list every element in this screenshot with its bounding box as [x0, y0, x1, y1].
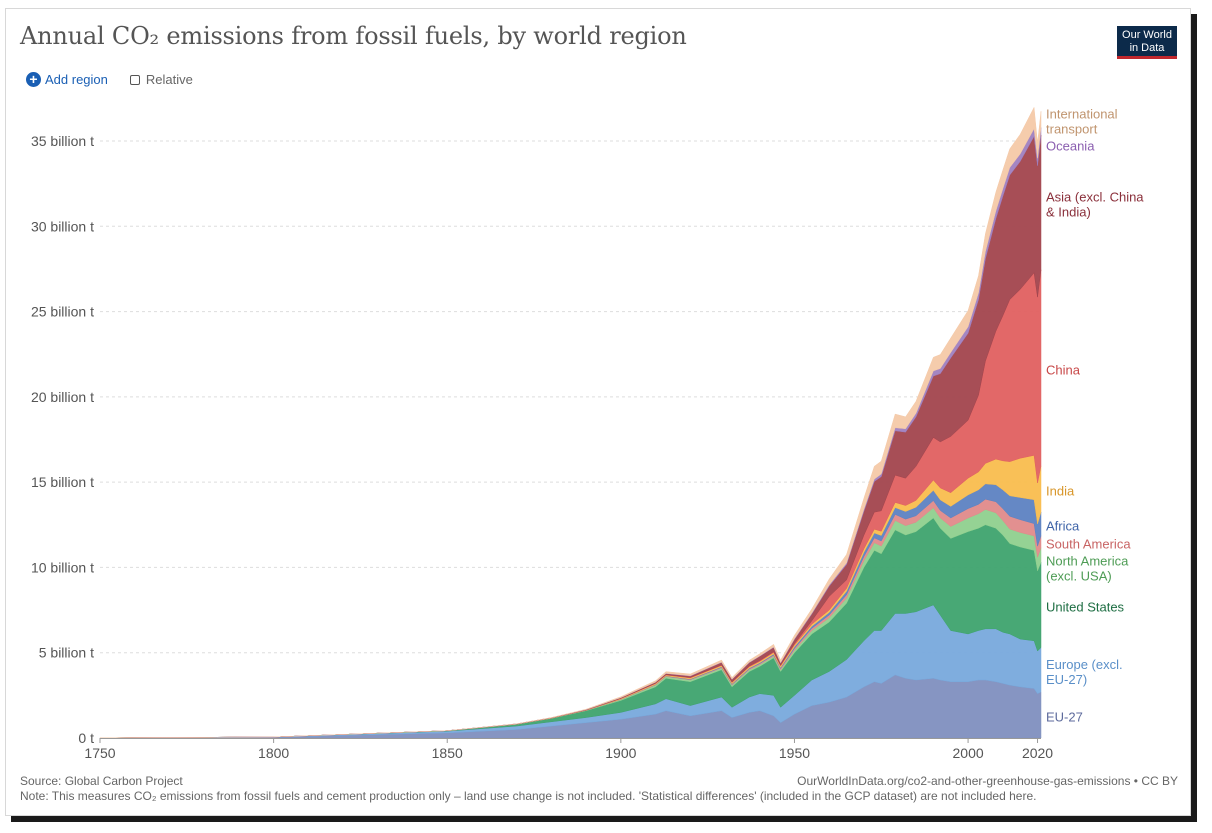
y-tick-label: 25 billion t — [31, 304, 94, 320]
add-region-button[interactable]: + Add region — [26, 72, 108, 87]
series-label: Africa — [1046, 518, 1080, 533]
y-tick-label: 35 billion t — [31, 133, 94, 149]
area-international-transport — [99, 106, 1042, 739]
area-eu-27 — [99, 674, 1042, 739]
series-label-line: Europe (excl. — [1046, 657, 1123, 672]
x-tick-label: 2000 — [953, 745, 984, 761]
series-label: Oceania — [1046, 138, 1095, 153]
x-tick-label: 1900 — [605, 745, 636, 761]
series-label-line: & India) — [1046, 204, 1091, 219]
footer-url[interactable]: OurWorldInData.org/co2-and-other-greenho… — [797, 774, 1178, 788]
add-region-label: Add region — [45, 72, 108, 87]
y-tick-label: 15 billion t — [31, 474, 94, 490]
footer-note: Note: This measures CO₂ emissions from f… — [20, 789, 1037, 803]
series-label-line: China — [1046, 362, 1081, 377]
series-label: South America — [1046, 536, 1131, 551]
series-label-line: India — [1046, 483, 1075, 498]
y-tick-label: 30 billion t — [31, 218, 94, 234]
series-label-line: North America — [1046, 553, 1129, 568]
x-tick-label: 1850 — [432, 745, 463, 761]
series-label: North America (excl. USA) — [1046, 553, 1129, 583]
series-label: Asia (excl. China & India) — [1046, 189, 1144, 219]
series-label-line: Oceania — [1046, 138, 1095, 153]
series-label-line: (excl. USA) — [1046, 568, 1112, 583]
y-tick-label: 0 t — [78, 730, 94, 746]
series-label-line: South America — [1046, 536, 1131, 551]
series-label-line: transport — [1046, 121, 1098, 136]
footer-source: Source: Global Carbon Project — [20, 774, 183, 788]
series-label: EU-27 — [1046, 709, 1083, 724]
relative-label: Relative — [145, 72, 193, 87]
series-label: International transport — [1046, 106, 1118, 136]
x-tick-label: 1800 — [258, 745, 289, 761]
logo-line-1: Our World — [1122, 29, 1172, 41]
series-label-line: International — [1046, 106, 1118, 121]
series-label: Europe (excl. EU-27) — [1046, 657, 1123, 687]
plus-circle-icon: + — [26, 72, 41, 87]
series-label: China — [1046, 362, 1081, 377]
chart-controls: + Add region Relative — [26, 72, 193, 87]
x-tick-label: 2020 — [1022, 745, 1053, 761]
series-label-line: United States — [1046, 599, 1125, 614]
series-label: India — [1046, 483, 1075, 498]
relative-checkbox[interactable] — [129, 74, 140, 85]
logo-line-2: in Data — [1129, 42, 1165, 54]
relative-toggle[interactable]: Relative — [129, 72, 193, 87]
series-label-line: EU-27 — [1046, 709, 1083, 724]
chart-title: Annual CO₂ emissions from fossil fuels, … — [20, 22, 687, 50]
y-tick-label: 5 billion t — [39, 645, 94, 661]
series-label-line: EU-27) — [1046, 672, 1087, 687]
series-label-line: Africa — [1046, 518, 1080, 533]
y-tick-label: 20 billion t — [31, 389, 94, 405]
x-tick-label: 1950 — [779, 745, 810, 761]
series-label-line: Asia (excl. China — [1046, 189, 1144, 204]
owid-logo[interactable]: Our World in Data — [1117, 26, 1177, 59]
y-tick-label: 10 billion t — [31, 559, 94, 575]
series-label: United States — [1046, 599, 1125, 614]
x-tick-label: 1750 — [84, 745, 115, 761]
